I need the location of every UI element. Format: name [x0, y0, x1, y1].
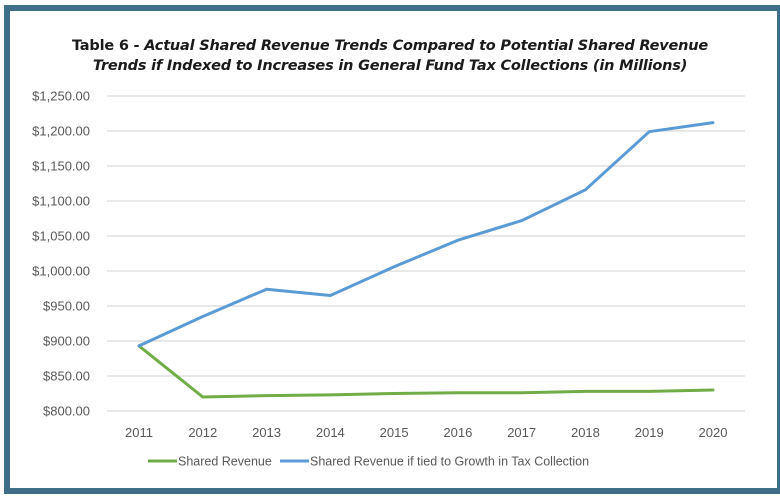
series-line-1	[137, 344, 715, 399]
chart-frame	[4, 5, 780, 494]
legend-item-2: Shared Revenue if tied to Growth in Tax …	[280, 455, 589, 469]
legend-label: Shared Revenue if tied to Growth in Tax …	[310, 455, 589, 469]
x-tick-label: 2019	[635, 425, 664, 440]
chart-title-prefix: Table 6 -	[71, 38, 145, 54]
y-tick-label: $1,250.00	[32, 89, 90, 104]
y-tick-label: $950.00	[43, 299, 90, 314]
chart-title-line-2: Trends if Indexed to Increases in Genera…	[0, 56, 780, 76]
y-tick-label: $1,100.00	[32, 194, 90, 209]
series-lines	[137, 121, 715, 399]
x-tick-label: 2017	[507, 425, 536, 440]
x-tick-label: 2013	[252, 425, 281, 440]
x-tick-label: 2011	[125, 425, 153, 440]
x-tick-label: 2015	[380, 425, 409, 440]
chart-title: Table 6 - Actual Shared Revenue Trends C…	[0, 36, 780, 76]
series-line-2	[137, 121, 715, 348]
y-tick-label: $900.00	[43, 334, 90, 349]
x-tick-label: 2012	[188, 425, 217, 440]
chart-title-italic-1: Actual Shared Revenue Trends Compared to…	[144, 38, 708, 54]
x-tick-label: 2016	[443, 425, 472, 440]
y-tick-label: $1,000.00	[32, 264, 90, 279]
chart-title-italic-2: Trends if Indexed to Increases in Genera…	[92, 58, 688, 74]
legend: Shared Revenue Shared Revenue if tied to …	[148, 455, 589, 469]
y-tick-label: $1,150.00	[32, 159, 90, 174]
y-axis: $800.00 $850.00 $900.00 $950.00 $1,000.00 $1,…	[32, 89, 90, 419]
x-tick-label: 2018	[571, 425, 600, 440]
x-tick-label: 2020	[699, 425, 728, 440]
y-tick-label: $1,050.00	[32, 229, 90, 244]
x-axis: 2011 2012 2013 2014 2015 2016 2017 2018 2019 2020	[125, 425, 727, 440]
y-tick-label: $1,200.00	[32, 124, 90, 139]
chart-title-line-1: Table 6 - Actual Shared Revenue Trends C…	[0, 36, 780, 56]
legend-label: Shared Revenue	[178, 455, 272, 469]
gridlines	[107, 95, 745, 412]
legend-item-1: Shared Revenue	[148, 455, 272, 469]
x-tick-label: 2014	[316, 425, 345, 440]
y-tick-label: $800.00	[43, 404, 90, 419]
y-tick-label: $850.00	[43, 369, 90, 384]
